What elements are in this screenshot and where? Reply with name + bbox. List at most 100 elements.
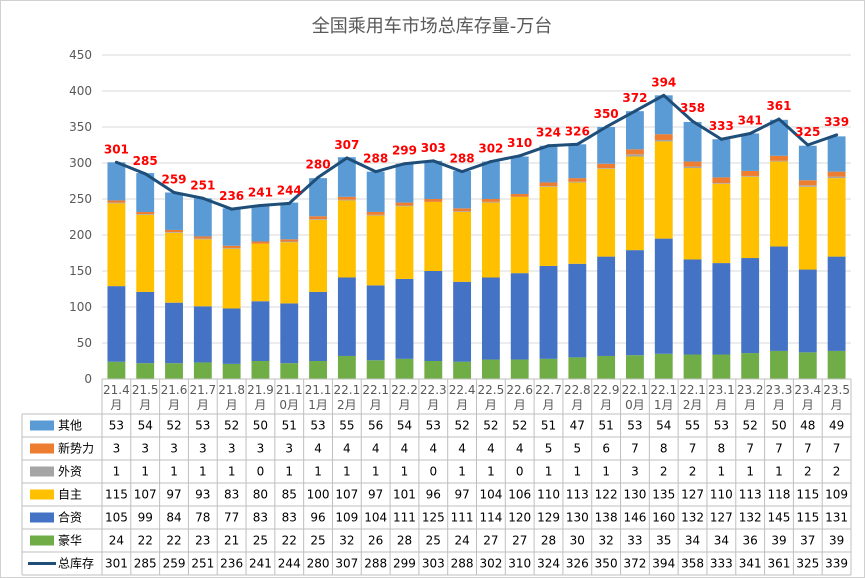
bar-segment [770, 161, 788, 247]
bar-segment [395, 206, 414, 279]
bar-segment [453, 281, 472, 362]
table-cell: 280 [307, 557, 330, 571]
table-cell: 52 [743, 419, 758, 433]
bar-segment [395, 358, 414, 379]
line-point [835, 133, 839, 137]
bar-segment [539, 186, 558, 187]
table-cell: 127 [681, 488, 704, 502]
data-label: 241 [248, 185, 273, 199]
x-tick-label: 21.7 [189, 383, 216, 397]
table-cell: 1 [199, 465, 207, 479]
line-point [748, 131, 752, 135]
bar-segment [165, 302, 183, 364]
data-label: 324 [536, 126, 561, 140]
table-cell: 51 [282, 419, 297, 433]
bar-segment [597, 355, 616, 379]
bar-segment [251, 205, 270, 242]
table-cell: 100 [307, 488, 330, 502]
table-cell: 22 [166, 534, 181, 548]
bar-segment [107, 361, 126, 379]
table-cell: 109 [335, 511, 358, 525]
table-cell: 115 [796, 511, 819, 525]
table-cell: 23 [195, 534, 210, 548]
x-tick-label: 22.1 [679, 383, 706, 397]
x-tick-label: 22.3 [420, 383, 447, 397]
table-cell: 111 [451, 511, 474, 525]
bar-segment [309, 291, 327, 361]
bar-segment [366, 171, 385, 212]
table-cell: 115 [105, 488, 128, 502]
table-cell: 7 [689, 442, 697, 456]
data-label: 325 [795, 125, 820, 139]
table-cell: 129 [537, 511, 560, 525]
bar-segment [481, 359, 500, 379]
legend-key [30, 535, 54, 546]
x-tick-label: 22.7 [535, 383, 562, 397]
x-tick-label: 22.1 [622, 383, 649, 397]
table-cell: 52 [166, 419, 181, 433]
x-tick-label: 月 [370, 398, 382, 412]
x-tick-label: 月 [226, 398, 238, 412]
bar-segment [395, 202, 414, 206]
data-table: 21.4月21.5月21.6月21.7月21.8月21.9月21.10月21.1… [21, 378, 852, 576]
x-tick-label: 月 [773, 398, 785, 412]
table-cell: 1 [285, 465, 293, 479]
table-cell: 7 [631, 442, 639, 456]
table-cell: 325 [796, 557, 819, 571]
table-cell: 333 [710, 557, 733, 571]
table-cell: 3 [113, 442, 121, 456]
bar-segment [193, 239, 212, 307]
bar-segment [337, 355, 356, 379]
table-cell: 83 [253, 511, 268, 525]
table-cell: 310 [508, 557, 531, 571]
table-cell: 4 [314, 442, 322, 456]
line-point [143, 172, 147, 176]
table-cell: 4 [516, 442, 524, 456]
bar-segment [770, 155, 788, 161]
table-cell: 131 [825, 511, 848, 525]
table-cell: 32 [339, 534, 354, 548]
table-cell: 1 [602, 465, 610, 479]
bar-segment [136, 214, 155, 215]
x-tick-label: 21.6 [161, 383, 188, 397]
bar-segment [193, 236, 212, 239]
bar-segment [366, 211, 385, 215]
x-tick-label: 月 [600, 398, 612, 412]
bar-segment [251, 301, 270, 361]
bar-segment [136, 291, 155, 364]
bar-segment [597, 256, 616, 356]
table-cell: 114 [479, 511, 502, 525]
bar-segment [597, 127, 616, 164]
table-cell: 0 [516, 465, 524, 479]
table-cell: 36 [743, 534, 758, 548]
bar-segment [539, 358, 558, 379]
table-cell: 135 [652, 488, 675, 502]
table-cell: 1 [343, 465, 351, 479]
table-cell: 251 [191, 557, 214, 571]
bar-segment [453, 211, 472, 212]
bar-segment [165, 192, 183, 230]
table-cell: 27 [512, 534, 527, 548]
data-label: 259 [161, 173, 186, 187]
line-point [345, 156, 349, 160]
bar-segment [280, 202, 299, 240]
bar-segment [222, 363, 241, 379]
table-cell: 4 [401, 442, 409, 456]
table-cell: 80 [253, 488, 268, 502]
legend-label: 新势力 [58, 441, 94, 456]
bar-segment [453, 170, 472, 209]
legend-label: 自主 [58, 488, 82, 502]
data-label: 288 [363, 152, 388, 166]
table-cell: 358 [681, 557, 704, 571]
table-cell: 1 [487, 465, 495, 479]
bar-segment [481, 201, 500, 203]
bar-segment [510, 193, 529, 197]
table-cell: 2 [689, 465, 697, 479]
bar-segment [654, 353, 673, 379]
x-tick-label: 21.8 [218, 383, 245, 397]
bar-segment [251, 243, 270, 302]
table-cell: 107 [335, 488, 358, 502]
y-tick-label: 100 [69, 300, 92, 314]
bar-segment [626, 111, 644, 150]
